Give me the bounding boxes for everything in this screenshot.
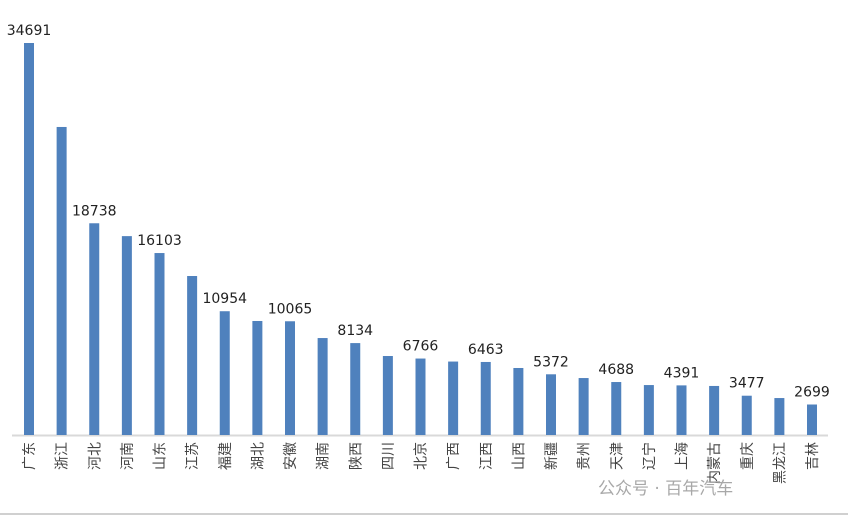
bar-福建 — [219, 311, 230, 435]
category-label: 江西 — [479, 442, 495, 470]
category-label: 黑龙江 — [772, 442, 788, 484]
data-label: 5372 — [533, 354, 569, 370]
data-label: 10954 — [202, 291, 247, 307]
data-label: 34691 — [7, 23, 52, 39]
bar-北京 — [415, 358, 426, 435]
bar-江苏 — [187, 276, 198, 435]
category-label: 安徽 — [283, 442, 299, 470]
category-label: 陕西 — [348, 442, 364, 470]
bar-吉林 — [807, 404, 817, 435]
data-label: 6766 — [403, 339, 439, 355]
category-label: 贵州 — [577, 442, 593, 470]
category-label: 山东 — [153, 442, 169, 470]
data-label: 3477 — [729, 376, 765, 392]
bar-内蒙古 — [709, 385, 720, 435]
data-label: 10065 — [268, 301, 313, 317]
category-label: 广东 — [22, 442, 38, 470]
bar-黑龙江 — [774, 398, 785, 435]
watermark: 公众号 · 百年汽车 — [598, 479, 734, 499]
bar-陕西 — [350, 343, 361, 435]
category-label: 湖北 — [250, 442, 266, 470]
category-label: 河北 — [87, 442, 103, 470]
category-label: 浙江 — [55, 442, 71, 470]
bar-河南 — [121, 236, 132, 435]
data-label: 4391 — [664, 365, 700, 381]
category-label: 北京 — [414, 442, 430, 470]
bar-安徽 — [285, 321, 295, 435]
category-label: 重庆 — [740, 442, 756, 470]
bar-河北 — [89, 223, 100, 435]
data-label: 4688 — [598, 362, 634, 378]
bar-广东 — [24, 43, 34, 435]
bar-重庆 — [741, 395, 752, 435]
bar-浙江 — [56, 126, 67, 436]
category-label: 吉林 — [805, 442, 821, 470]
category-label: 福建 — [218, 442, 234, 470]
category-label: 天津 — [609, 442, 625, 470]
category-label: 上海 — [675, 442, 691, 470]
category-label: 江苏 — [185, 442, 201, 470]
data-label: 18738 — [72, 203, 117, 219]
bar-四川 — [382, 356, 393, 435]
data-label: 6463 — [468, 342, 504, 358]
category-label: 广西 — [446, 442, 462, 470]
bar-江西 — [480, 361, 491, 435]
bar-湖南 — [317, 338, 328, 435]
bar-山东 — [154, 253, 165, 435]
bar-贵州 — [578, 378, 589, 435]
bar-湖北 — [252, 320, 263, 435]
bar-上海 — [676, 385, 687, 435]
data-label: 2699 — [794, 385, 830, 401]
bar-新疆 — [546, 374, 556, 435]
data-label: 16103 — [137, 233, 182, 249]
category-label: 湖南 — [316, 442, 332, 470]
bar-山西 — [513, 367, 524, 435]
category-label: 河南 — [120, 442, 136, 470]
bar-辽宁 — [643, 385, 654, 435]
category-label: 新疆 — [544, 442, 560, 470]
category-label: 辽宁 — [641, 442, 658, 470]
category-label: 四川 — [381, 442, 397, 470]
category-label: 山西 — [511, 442, 527, 470]
bar-天津 — [611, 382, 622, 435]
bar-广西 — [448, 361, 459, 435]
data-label: 8134 — [337, 323, 373, 339]
category-label: 内蒙古 — [707, 442, 723, 484]
